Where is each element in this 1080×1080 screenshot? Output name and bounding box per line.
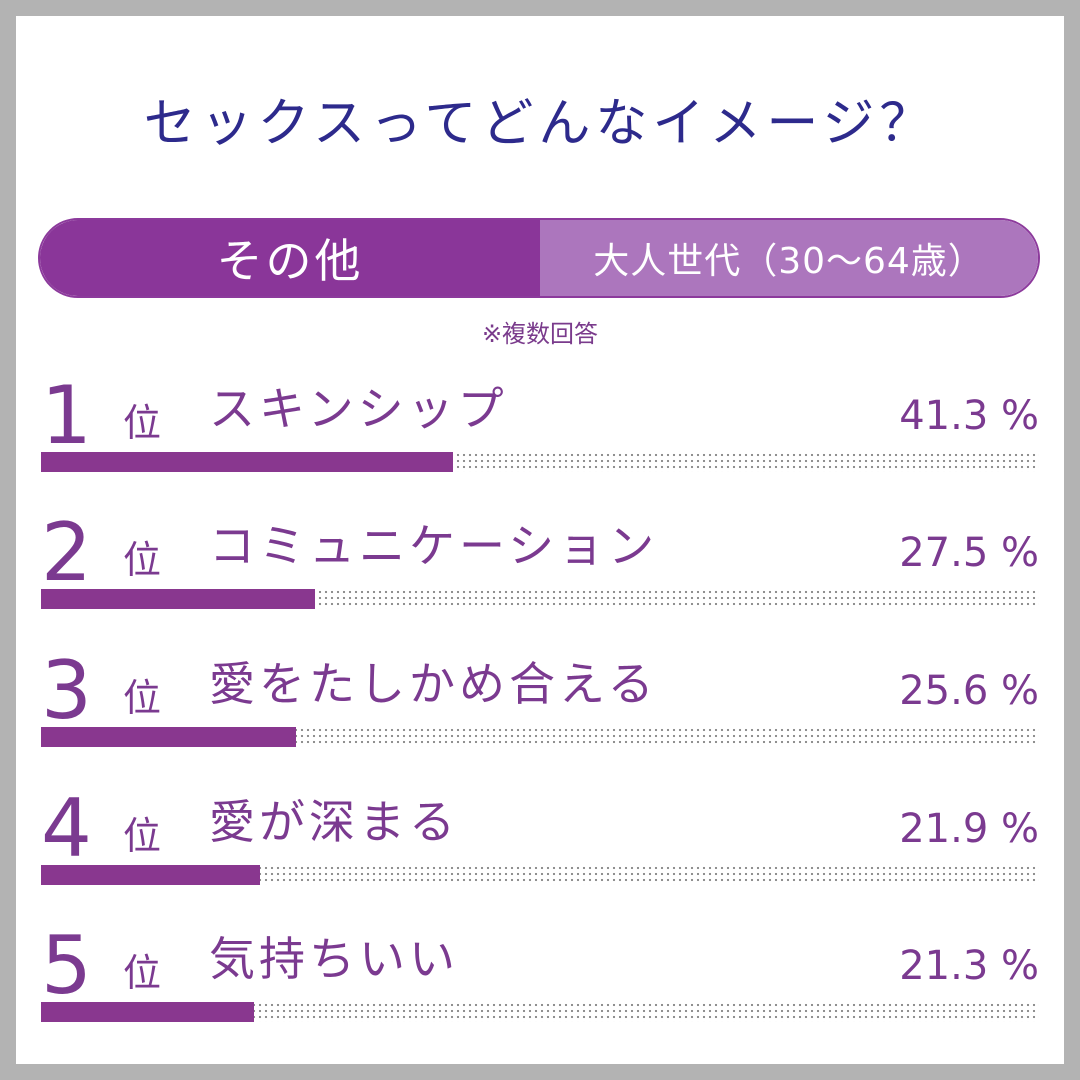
rank-suffix: 位 bbox=[123, 951, 162, 995]
value-label: 41.3 % bbox=[899, 396, 1039, 436]
value-unit: % bbox=[1000, 393, 1039, 439]
segment-control: その他 大人世代（30～64歳） bbox=[38, 218, 1040, 298]
bar-track bbox=[41, 452, 1039, 472]
rank-number: 5 bbox=[41, 919, 92, 1012]
value-number: 25.6 bbox=[899, 668, 989, 714]
bar bbox=[41, 589, 316, 609]
ranking-row: 1 位スキンシップ 41.3 % bbox=[41, 376, 1039, 502]
value-unit: % bbox=[1000, 806, 1039, 852]
rank-number: 2 bbox=[41, 506, 92, 599]
value-unit: % bbox=[1000, 530, 1039, 576]
category-label: 愛が深まる bbox=[209, 795, 459, 849]
bar bbox=[41, 727, 297, 747]
rank-number: 3 bbox=[41, 644, 92, 737]
segment-other[interactable]: その他 bbox=[40, 220, 540, 296]
value-number: 41.3 bbox=[899, 393, 989, 439]
bar bbox=[41, 865, 260, 885]
ranking-row: 3 位愛をたしかめ合える 25.6 % bbox=[41, 651, 1039, 777]
rank-suffix: 位 bbox=[123, 676, 162, 720]
ranking-row: 2 位コミュニケーション 27.5 % bbox=[41, 513, 1039, 639]
rank-suffix: 位 bbox=[123, 401, 162, 445]
bar-track bbox=[41, 865, 1039, 885]
value-label: 21.9 % bbox=[899, 809, 1039, 849]
value-number: 21.3 bbox=[899, 943, 989, 989]
value-label: 21.3 % bbox=[899, 946, 1039, 986]
category-label: スキンシップ bbox=[209, 382, 508, 436]
category-label: 気持ちいい bbox=[209, 932, 459, 986]
rank-suffix: 位 bbox=[123, 538, 162, 582]
ranking-row: 4 位愛が深まる 21.9 % bbox=[41, 789, 1039, 915]
value-label: 27.5 % bbox=[899, 533, 1039, 573]
value-unit: % bbox=[1000, 943, 1039, 989]
value-unit: % bbox=[1000, 668, 1039, 714]
bar-track bbox=[41, 1002, 1039, 1022]
ranking-row: 5 位気持ちいい 21.3 % bbox=[41, 926, 1039, 1052]
chart-title: セックスってどんなイメージ？ bbox=[143, 94, 937, 154]
value-number: 21.9 bbox=[899, 806, 989, 852]
bar-track bbox=[41, 589, 1039, 609]
bar bbox=[41, 452, 454, 472]
category-label: コミュニケーション bbox=[209, 519, 659, 573]
rank-suffix: 位 bbox=[123, 814, 162, 858]
rank-number: 1 bbox=[41, 369, 92, 462]
value-number: 27.5 bbox=[899, 530, 989, 576]
multiple-answer-note: ※複数回答 bbox=[481, 320, 599, 348]
value-label: 25.6 % bbox=[899, 671, 1039, 711]
category-label: 愛をたしかめ合える bbox=[209, 657, 658, 711]
rank-number: 4 bbox=[41, 782, 92, 875]
segment-adult-generation[interactable]: 大人世代（30～64歳） bbox=[540, 220, 1038, 296]
bar bbox=[41, 1002, 254, 1022]
bar-track bbox=[41, 727, 1039, 747]
